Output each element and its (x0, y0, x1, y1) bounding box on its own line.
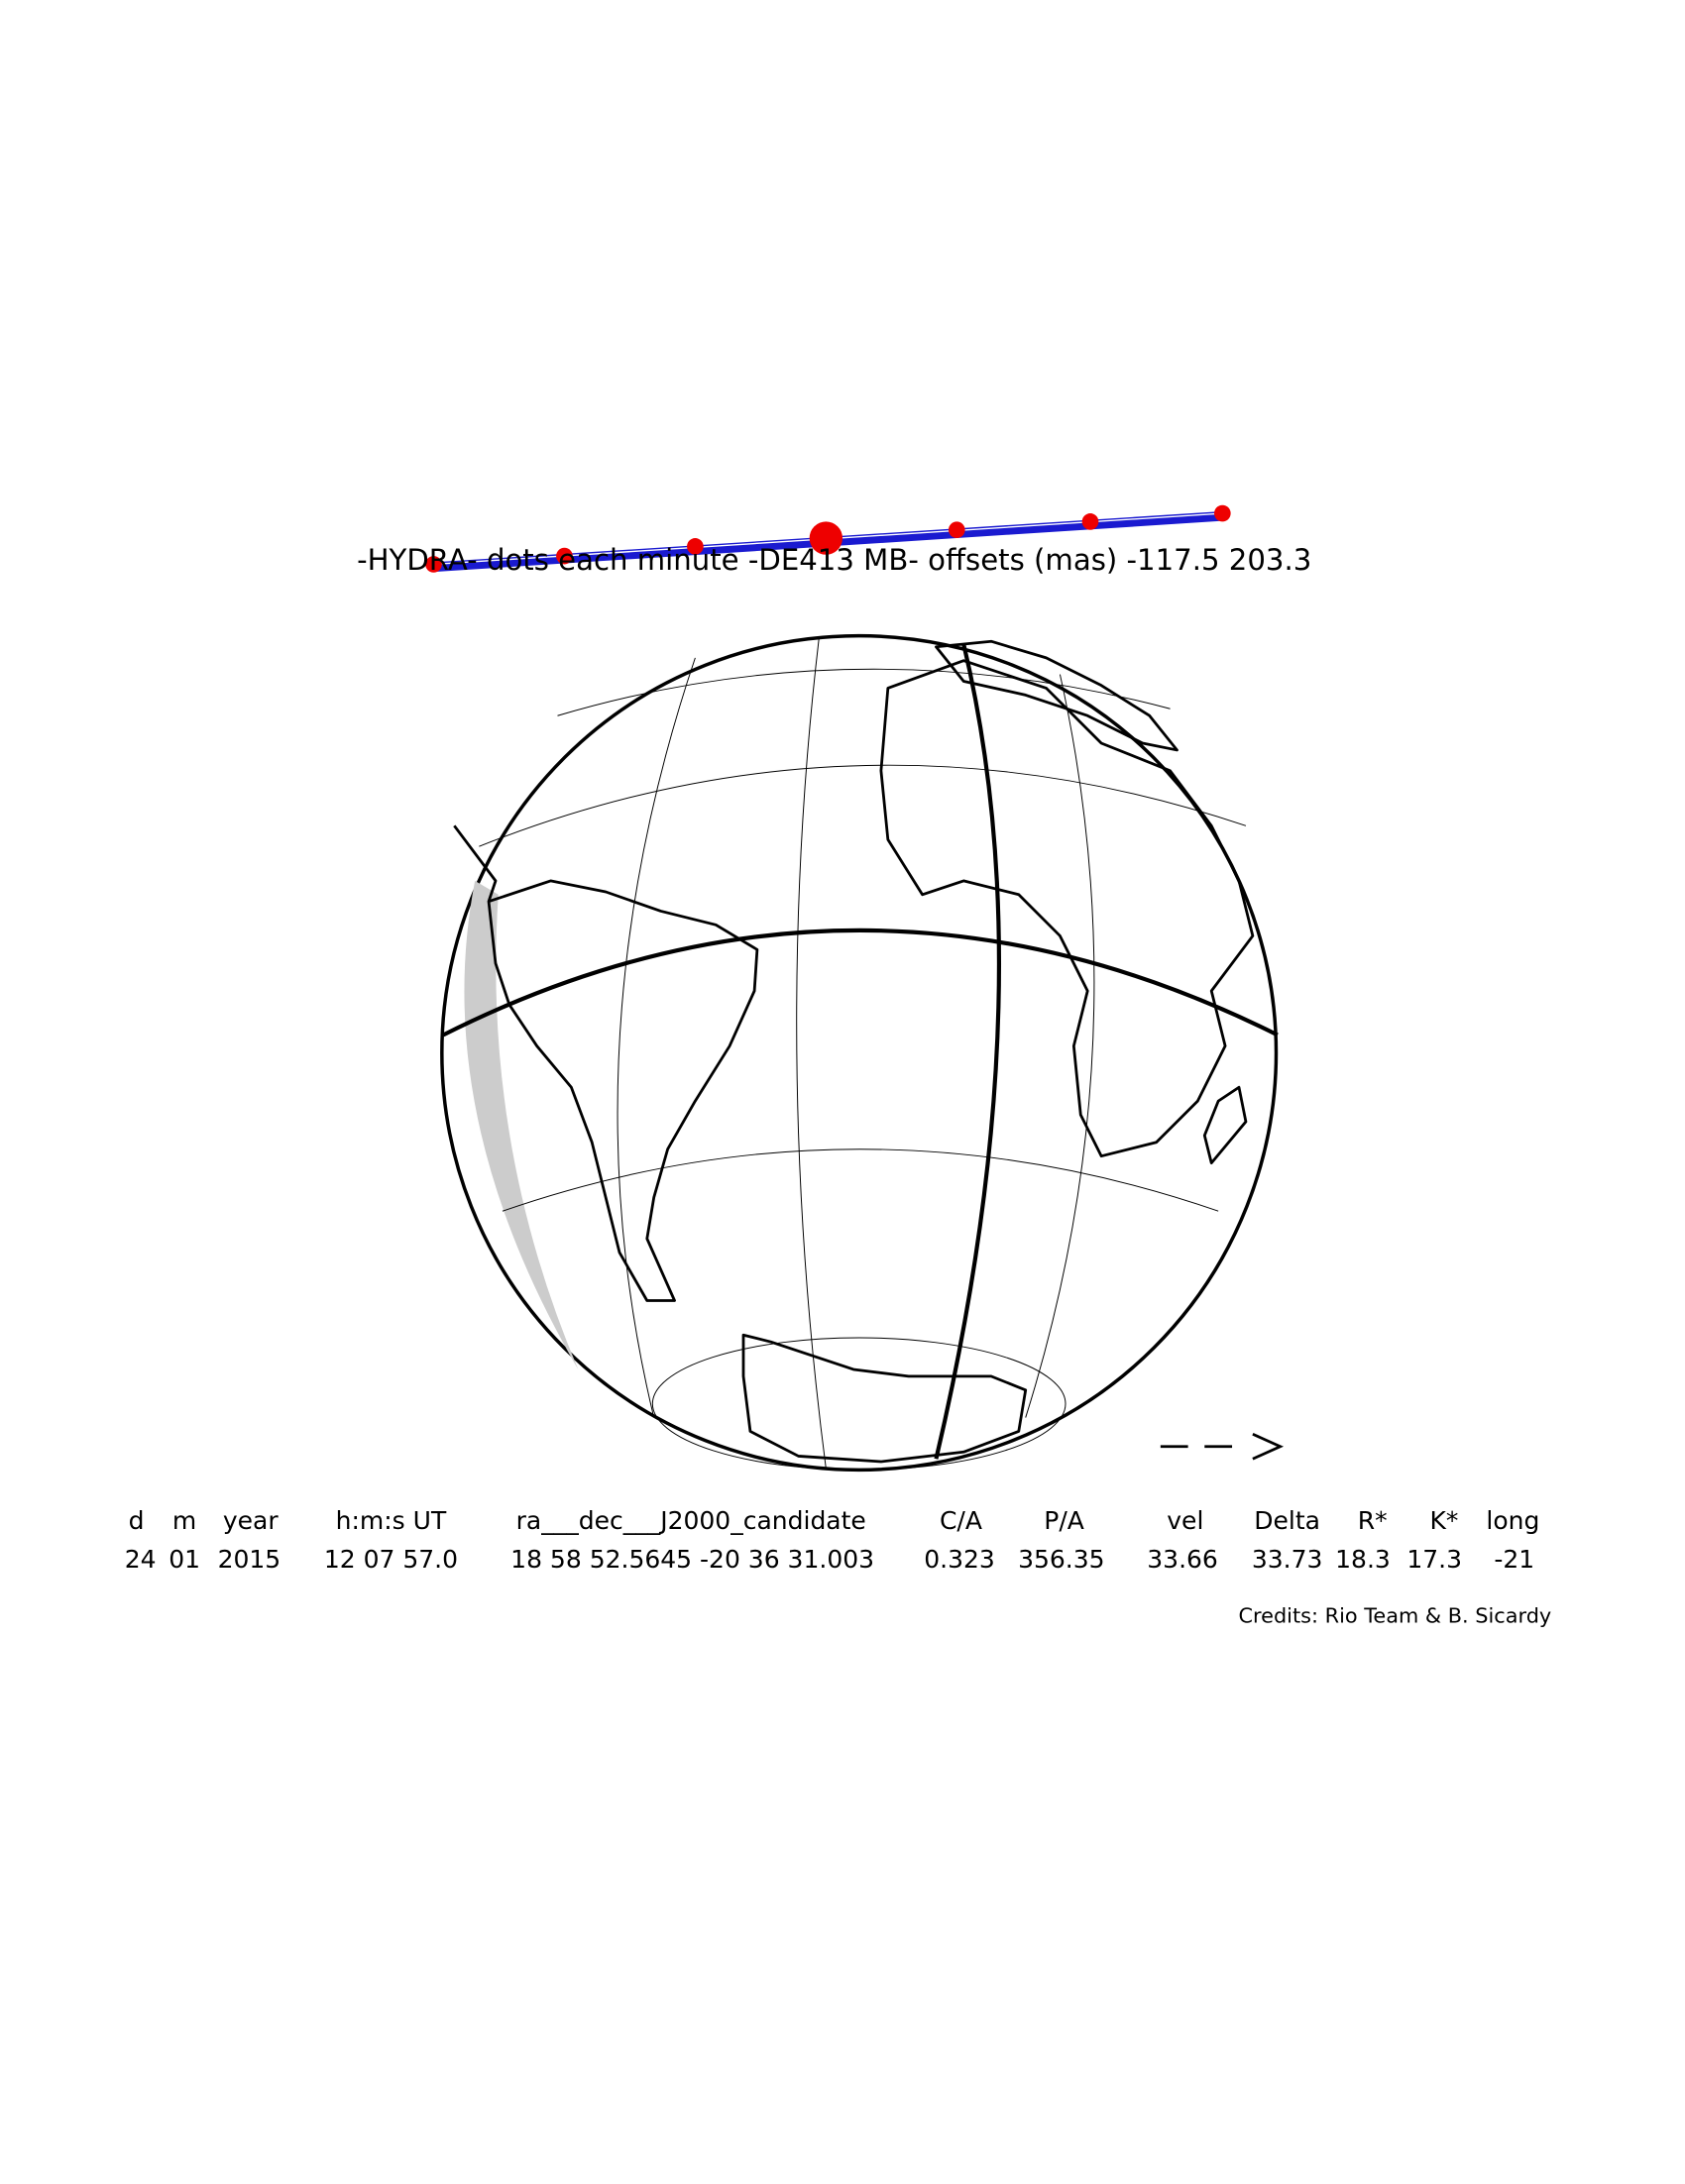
cell: 24 (125, 1545, 157, 1574)
minute-dot (1214, 504, 1231, 522)
minute-dot (425, 556, 442, 573)
shadow-path (425, 504, 1231, 573)
column-header: R* (1358, 1506, 1388, 1535)
meridian (796, 636, 827, 1470)
minute-dot (556, 547, 573, 565)
column-header: K* (1429, 1506, 1458, 1535)
night-shade (464, 880, 579, 1369)
title: -HYDRA- dots each minute -DE413 MB- offs… (357, 543, 1311, 577)
column-header: vel (1167, 1506, 1203, 1535)
parallel (557, 668, 1171, 716)
meridian (1025, 674, 1095, 1418)
credits: Credits: Rio Team & B. Sicardy (1238, 1603, 1551, 1627)
cell: -21 (1494, 1545, 1534, 1574)
column-header: h:m:s UT (336, 1506, 447, 1535)
column-header: long (1486, 1506, 1539, 1535)
antarctica (741, 1333, 1028, 1464)
column-header: m (172, 1506, 196, 1535)
event-table: d m year h:m:s UT ra___dec___J2000_candidate… (125, 1506, 1540, 1574)
column-header: Delta (1254, 1506, 1320, 1535)
cell: 33.66 (1147, 1545, 1218, 1574)
cell: 01 (168, 1545, 200, 1574)
cell: 18 58 52.5645 -20 36 31.003 (510, 1545, 874, 1574)
europe (935, 639, 1179, 752)
cell: 0.323 (924, 1545, 995, 1574)
central-dot (809, 521, 842, 555)
parallel (651, 1337, 1067, 1471)
cell: 2015 (218, 1545, 281, 1574)
column-header: year (223, 1506, 279, 1535)
cell: 356.35 (1018, 1545, 1104, 1574)
globe (440, 633, 1279, 1473)
cell: 17.3 (1406, 1545, 1462, 1574)
cell: 18.3 (1335, 1545, 1391, 1574)
minute-dot (948, 521, 965, 539)
central-meridian (934, 643, 1001, 1460)
minute-dot (687, 538, 704, 555)
equator (442, 928, 1279, 1037)
cell: 12 07 57.0 (324, 1545, 458, 1574)
column-header: ra___dec___J2000_candidate (516, 1506, 866, 1535)
direction-arrow (1160, 1432, 1285, 1461)
column-header: P/A (1044, 1506, 1084, 1535)
africa (879, 659, 1255, 1158)
south-america (453, 824, 759, 1302)
minute-dot (1081, 513, 1099, 530)
parallel (502, 1148, 1219, 1212)
meridian (617, 657, 696, 1418)
column-header: d (129, 1506, 145, 1535)
column-header: C/A (940, 1506, 982, 1535)
parallel (479, 764, 1247, 847)
cell: 33.73 (1252, 1545, 1323, 1574)
madagascar (1202, 1085, 1248, 1164)
